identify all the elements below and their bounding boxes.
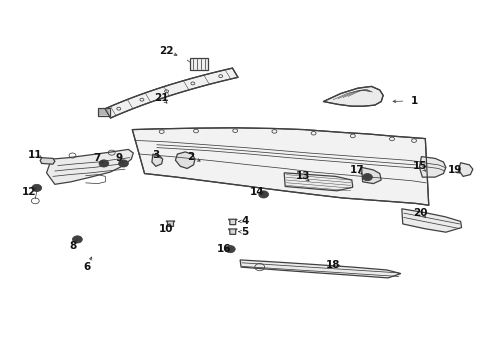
Text: 16: 16 [217, 244, 232, 254]
Polygon shape [98, 108, 110, 116]
Polygon shape [228, 219, 237, 225]
Text: 19: 19 [447, 165, 462, 175]
Polygon shape [228, 229, 237, 234]
Text: 7: 7 [93, 153, 101, 163]
Text: 17: 17 [349, 165, 364, 175]
Polygon shape [132, 128, 429, 205]
Text: 13: 13 [295, 171, 310, 181]
Polygon shape [284, 173, 353, 191]
Polygon shape [323, 86, 383, 106]
Circle shape [119, 160, 128, 167]
Text: 18: 18 [326, 260, 341, 270]
Circle shape [99, 160, 109, 167]
Text: 14: 14 [250, 186, 265, 197]
Text: 6: 6 [84, 262, 91, 272]
Circle shape [225, 246, 235, 253]
Text: 11: 11 [28, 150, 43, 160]
Text: 22: 22 [159, 46, 174, 56]
Text: 4: 4 [241, 216, 249, 226]
Polygon shape [47, 149, 133, 184]
Text: 20: 20 [413, 208, 428, 218]
Text: 1: 1 [411, 96, 417, 106]
Polygon shape [40, 158, 55, 164]
Polygon shape [402, 209, 462, 232]
Polygon shape [175, 152, 195, 168]
Text: 9: 9 [115, 153, 122, 163]
Text: 15: 15 [413, 161, 428, 171]
Circle shape [32, 184, 42, 192]
Text: 3: 3 [152, 150, 159, 160]
Circle shape [259, 191, 269, 198]
Polygon shape [240, 260, 401, 278]
Circle shape [363, 174, 372, 181]
Text: 12: 12 [22, 186, 37, 197]
Circle shape [73, 236, 82, 243]
Polygon shape [362, 167, 381, 184]
Polygon shape [166, 221, 175, 226]
Polygon shape [105, 68, 238, 118]
Text: 2: 2 [188, 152, 195, 162]
Text: 8: 8 [69, 240, 76, 251]
Polygon shape [152, 154, 163, 166]
Text: 21: 21 [154, 93, 169, 103]
Polygon shape [419, 157, 446, 177]
Polygon shape [190, 58, 208, 70]
Text: 10: 10 [158, 224, 173, 234]
Text: 5: 5 [242, 227, 248, 237]
Polygon shape [459, 163, 473, 176]
